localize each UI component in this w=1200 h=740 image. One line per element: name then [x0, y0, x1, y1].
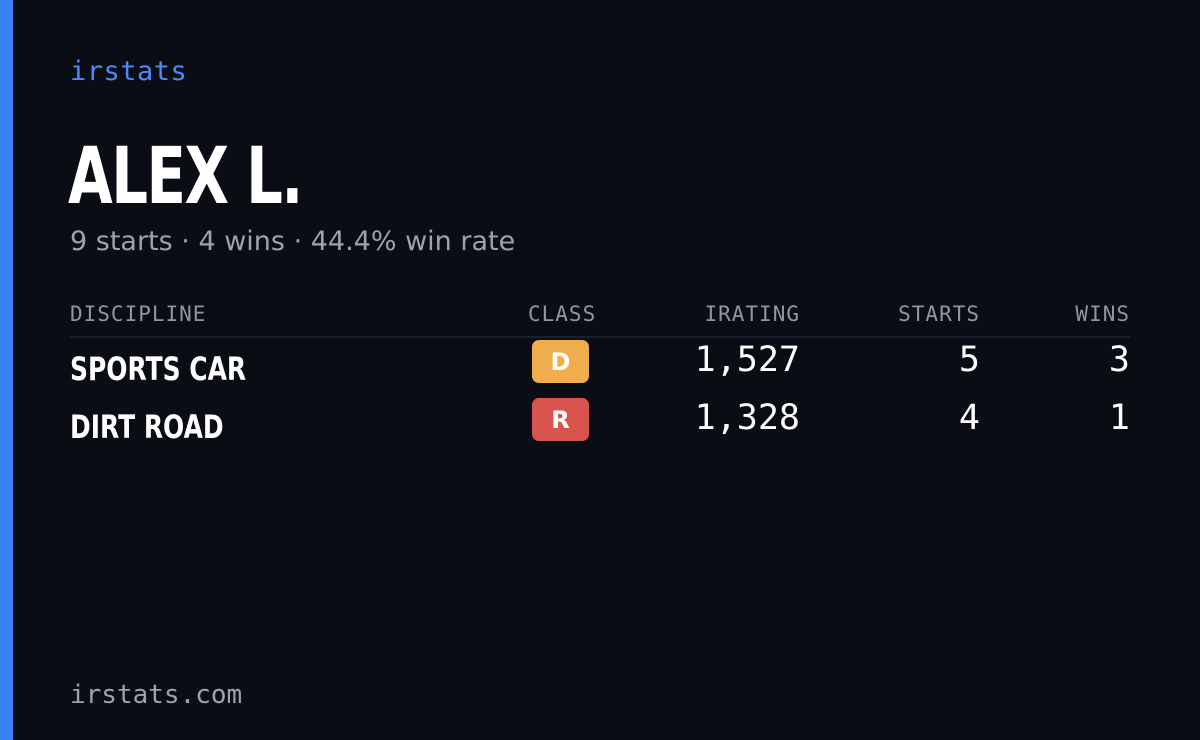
brand-logo: irstats	[70, 56, 188, 87]
irating-value: 1,328	[694, 398, 800, 438]
discipline-table: DISCIPLINE CLASS IRATING STARTS WINS SPO…	[70, 298, 1130, 454]
discipline-name: DIRT ROAD	[70, 408, 224, 446]
header-class: CLASS	[528, 302, 597, 326]
wins-value: 3	[1108, 340, 1130, 380]
class-badge: R	[532, 398, 589, 441]
table-row: SPORTS CAR D 1,527 5 3	[70, 338, 1130, 396]
footer-url: irstats.com	[70, 680, 243, 710]
table-row: DIRT ROAD R 1,328 4 1	[70, 396, 1130, 454]
wins-value: 1	[1108, 398, 1130, 438]
header-starts: STARTS	[898, 302, 980, 326]
header-discipline: DISCIPLINE	[70, 302, 207, 326]
discipline-name: SPORTS CAR	[70, 350, 247, 388]
header-irating: IRATING	[704, 302, 800, 326]
starts-value: 4	[958, 398, 980, 438]
driver-name: ALEX L.	[68, 132, 303, 222]
header-wins: WINS	[1075, 302, 1130, 326]
irating-value: 1,527	[694, 340, 800, 380]
table-header: DISCIPLINE CLASS IRATING STARTS WINS	[70, 298, 1130, 338]
starts-value: 5	[958, 340, 980, 380]
accent-bar	[0, 0, 13, 740]
driver-summary: 9 starts · 4 wins · 44.4% win rate	[70, 226, 516, 257]
class-badge: D	[532, 340, 589, 383]
